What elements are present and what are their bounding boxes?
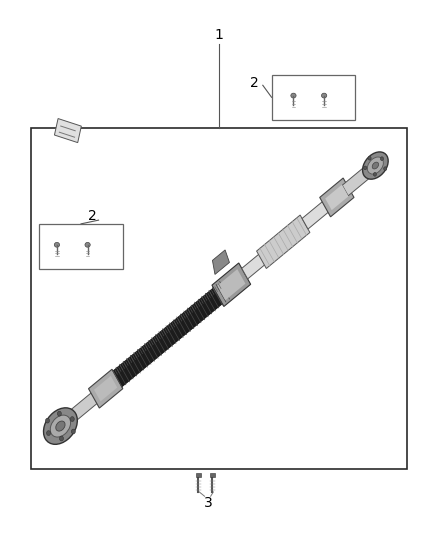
Polygon shape bbox=[212, 250, 230, 274]
Polygon shape bbox=[342, 166, 371, 196]
Ellipse shape bbox=[71, 417, 74, 422]
Polygon shape bbox=[320, 178, 354, 217]
Ellipse shape bbox=[321, 93, 327, 98]
Polygon shape bbox=[212, 263, 251, 306]
Ellipse shape bbox=[46, 431, 50, 435]
Polygon shape bbox=[67, 390, 100, 423]
Text: 2: 2 bbox=[88, 209, 96, 223]
Ellipse shape bbox=[367, 157, 383, 174]
Ellipse shape bbox=[291, 93, 296, 98]
Polygon shape bbox=[302, 199, 332, 229]
Ellipse shape bbox=[57, 411, 61, 416]
Text: 3: 3 bbox=[204, 496, 212, 510]
Ellipse shape bbox=[46, 418, 49, 423]
Polygon shape bbox=[325, 184, 349, 210]
Polygon shape bbox=[217, 269, 245, 300]
Bar bbox=[272, 75, 355, 120]
Ellipse shape bbox=[60, 436, 64, 441]
Ellipse shape bbox=[384, 167, 387, 171]
Polygon shape bbox=[54, 118, 81, 143]
Bar bbox=[31, 128, 407, 469]
Ellipse shape bbox=[372, 162, 378, 169]
Text: 1: 1 bbox=[215, 28, 223, 42]
Ellipse shape bbox=[381, 157, 384, 160]
Polygon shape bbox=[88, 369, 123, 408]
Polygon shape bbox=[94, 376, 117, 401]
Ellipse shape bbox=[373, 173, 376, 176]
Ellipse shape bbox=[50, 415, 71, 437]
Ellipse shape bbox=[368, 156, 371, 160]
Ellipse shape bbox=[363, 152, 388, 179]
Bar bbox=[39, 224, 123, 269]
Ellipse shape bbox=[54, 243, 60, 247]
Bar bbox=[210, 473, 215, 477]
Bar bbox=[196, 473, 201, 477]
Polygon shape bbox=[113, 282, 229, 387]
Ellipse shape bbox=[56, 421, 65, 431]
Ellipse shape bbox=[71, 429, 75, 434]
Ellipse shape bbox=[85, 243, 90, 247]
Polygon shape bbox=[257, 215, 310, 269]
Text: 2: 2 bbox=[250, 76, 258, 90]
Ellipse shape bbox=[364, 166, 367, 169]
Ellipse shape bbox=[43, 408, 78, 445]
Polygon shape bbox=[242, 249, 271, 279]
